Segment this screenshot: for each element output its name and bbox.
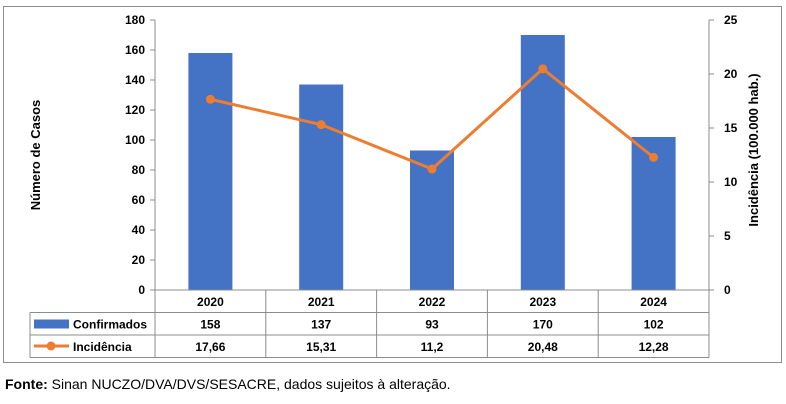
chart: 0 20 40 60 80 100 120 140 160 180 0 5 10 15 20 25 Número… (28, 13, 761, 358)
y2-tick-label: 25 (724, 13, 738, 27)
incidencia-point-2023 (538, 64, 548, 74)
data-label-confirmados: 93 (425, 318, 439, 332)
y-tick-label: 80 (132, 163, 146, 177)
y-tick-label: 20 (132, 253, 146, 267)
bar-2023 (520, 35, 565, 290)
bar-2024 (631, 137, 676, 290)
source-label: Fonte: (5, 376, 48, 392)
legend-label-confirmados: Confirmados (73, 318, 147, 332)
y-tick-label: 120 (125, 103, 145, 117)
y2-tick-label: 5 (724, 229, 731, 243)
y2-tick-label: 10 (724, 175, 738, 189)
y-tick-label: 60 (132, 193, 146, 207)
y-tick-label: 180 (125, 13, 145, 27)
x-tick-label: 2020 (197, 295, 224, 309)
y-tick-label: 0 (138, 283, 145, 297)
incidencia-point-2024 (649, 152, 659, 162)
bar-2022 (410, 150, 454, 290)
source-text: Sinan NUCZO/DVA/DVS/SESACRE, dados sujei… (47, 376, 451, 392)
y-axis-title: Número de Casos (28, 100, 43, 211)
incidencia-point-2021 (316, 120, 326, 130)
x-tick-label: 2022 (419, 295, 446, 309)
data-label-incidencia: 15,31 (306, 340, 336, 354)
data-label-incidencia: 11,2 (421, 340, 444, 354)
y-tick-label: 140 (125, 73, 145, 87)
x-tick-label: 2021 (308, 295, 335, 309)
y-tick-label: 100 (125, 133, 145, 147)
data-label-incidencia: 20,48 (528, 340, 558, 354)
data-label-confirmados: 158 (200, 318, 220, 332)
chart-frame (3, 6, 782, 363)
data-label-confirmados: 137 (311, 318, 331, 332)
y2-tick-label: 15 (724, 121, 738, 135)
legend-key-confirmados (34, 319, 69, 329)
x-tick-label: 2024 (640, 295, 667, 309)
data-label-incidencia: 12,28 (639, 340, 669, 354)
x-tick-label: 2023 (529, 295, 556, 309)
legend-label-incidencia: Incidência (73, 340, 132, 354)
source-note: Fonte: Sinan NUCZO/DVA/DVS/SESACRE, dado… (5, 376, 451, 392)
y-tick-label: 160 (125, 43, 145, 57)
bar-2020 (188, 53, 233, 290)
y2-axis-title: Incidência (100.000 hab.) (746, 73, 761, 226)
legend-key-incidencia-marker (46, 341, 56, 351)
incidencia-point-2022 (427, 164, 437, 174)
data-label-confirmados: 170 (533, 318, 553, 332)
data-label-confirmados: 102 (644, 318, 664, 332)
data-label-incidencia: 17,66 (195, 340, 225, 354)
y2-tick-label: 20 (724, 67, 738, 81)
bar-2021 (299, 84, 344, 290)
incidencia-point-2020 (205, 94, 215, 104)
y-tick-label: 40 (132, 223, 146, 237)
y2-tick-label: 0 (724, 283, 731, 297)
